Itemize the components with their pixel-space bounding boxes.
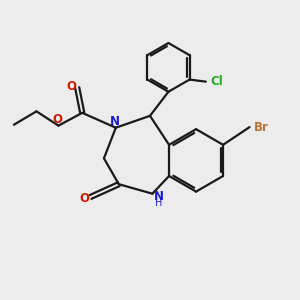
Text: O: O [79,192,89,205]
Text: N: N [110,115,120,128]
Text: O: O [52,112,62,126]
Text: N: N [154,190,164,203]
Text: H: H [155,198,163,208]
Text: Cl: Cl [211,75,224,88]
Text: O: O [67,80,77,93]
Text: Br: Br [254,121,268,134]
